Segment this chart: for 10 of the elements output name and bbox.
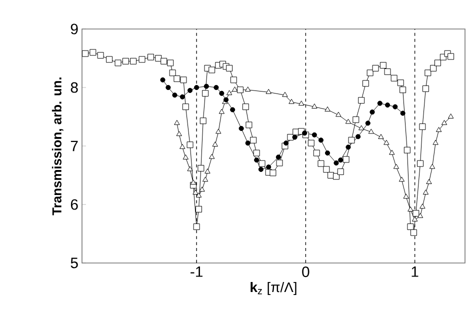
x-tick-label: 1: [412, 266, 418, 277]
x-axis-title: k$_{z}$ [π/Λ]: [250, 282, 296, 295]
y-tick-label: 5: [70, 258, 78, 268]
x-tick-label: 0: [302, 266, 310, 278]
y-axis-title: Transmission, arb. un.: [52, 78, 64, 216]
x-tick-label: -1: [190, 266, 202, 277]
y-tick-label: 7: [70, 140, 78, 152]
y-tick-label: 9: [70, 24, 78, 34]
y-tick-label: 8: [70, 82, 78, 93]
y-tick-label: 6: [70, 199, 78, 210]
